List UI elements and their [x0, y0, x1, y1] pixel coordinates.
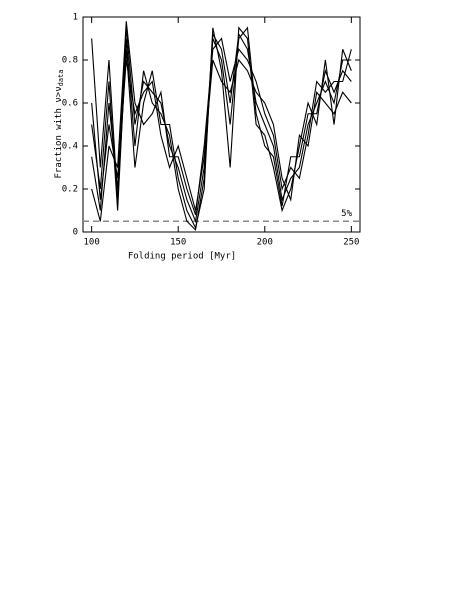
plot-frame: [82, 16, 361, 233]
series-line: [91, 26, 352, 231]
x-tick-label: 100: [84, 238, 100, 248]
series-line: [91, 58, 352, 211]
y-axis-label-main: Fraction with ν>ν: [54, 86, 64, 178]
y-tick-label: 0.4: [62, 142, 78, 152]
series-line: [91, 26, 352, 230]
x-tick-label: 250: [343, 238, 359, 248]
y-axis-label: Fraction with ν>νdata: [54, 70, 66, 179]
y-tick-label: 0: [73, 228, 78, 238]
y-tick-label: 0.6: [62, 99, 78, 109]
y-tick-label: 0.2: [62, 185, 78, 195]
reference-label: 5%: [341, 209, 352, 219]
series-line: [91, 21, 352, 222]
y-tick-label: 0.8: [62, 56, 78, 66]
x-tick-label: 150: [170, 238, 186, 248]
x-tick-label: 200: [257, 238, 273, 248]
x-axis-label: Folding period [Myr]: [128, 252, 236, 262]
y-axis-label-sub: data: [57, 70, 65, 87]
series-line: [91, 27, 352, 224]
y-tick-label: 1: [73, 13, 78, 23]
